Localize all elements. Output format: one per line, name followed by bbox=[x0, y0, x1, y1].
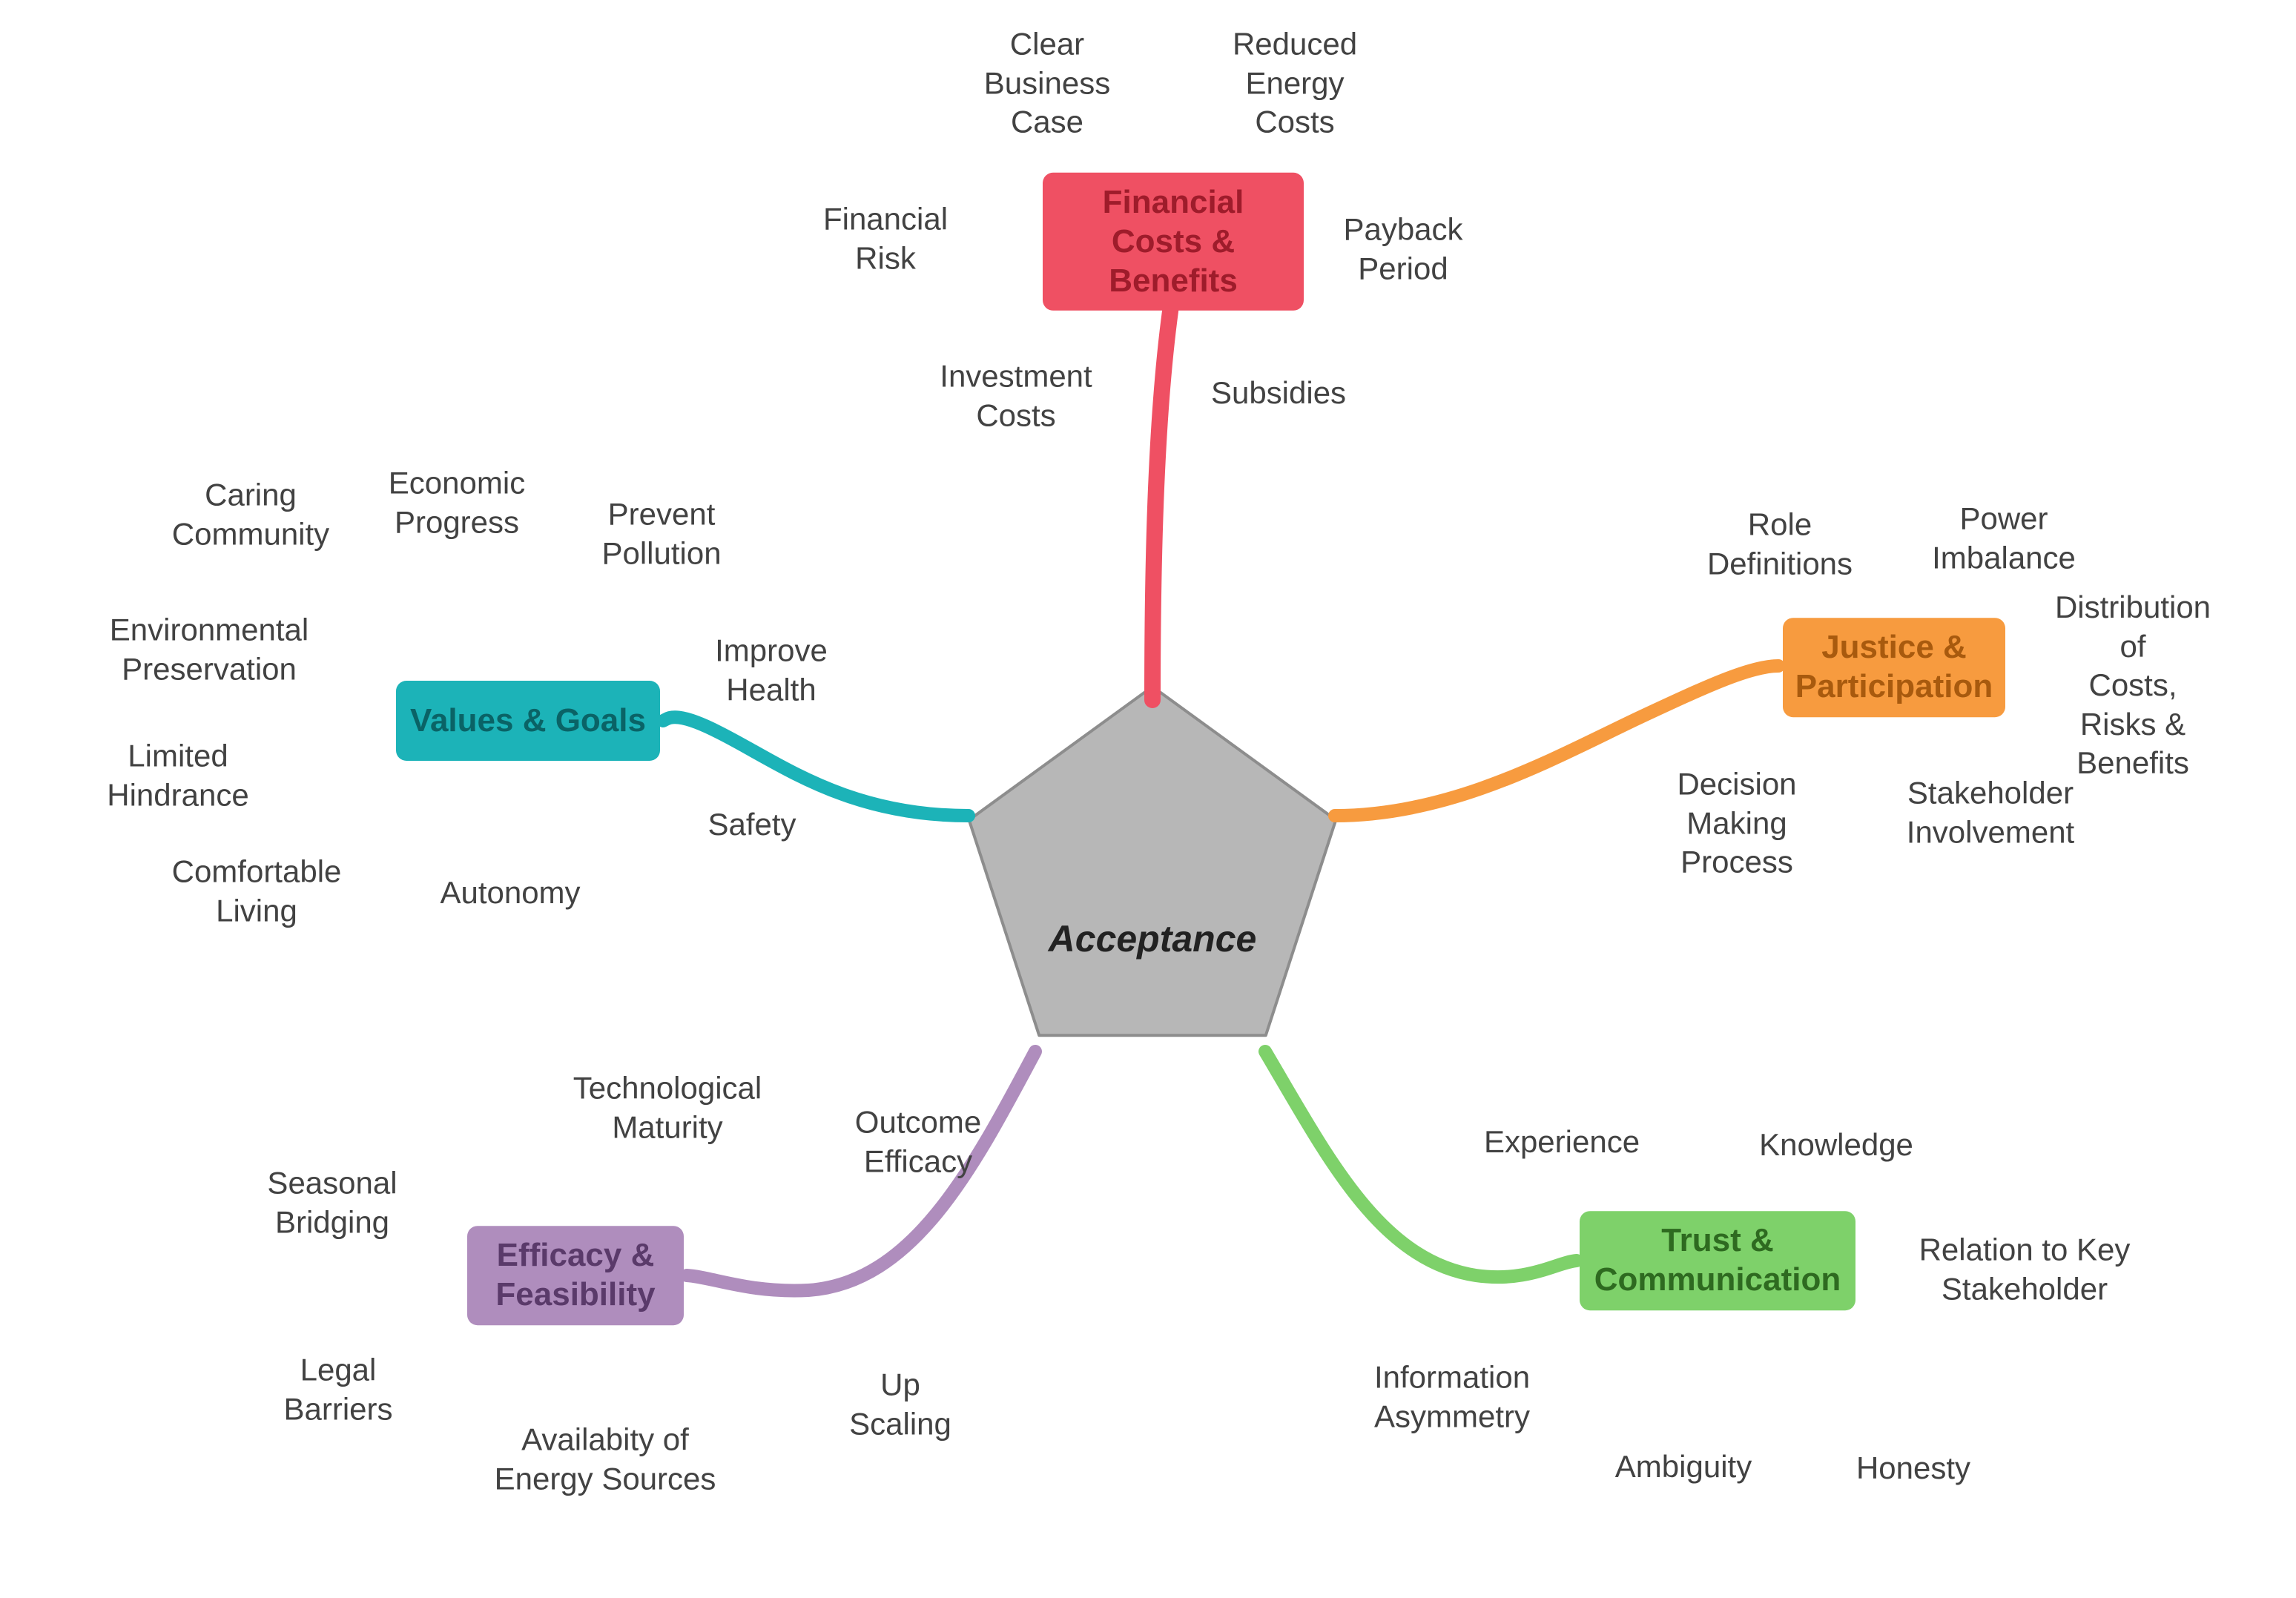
branch-label-efficacy: Efficacy & Feasibility bbox=[481, 1236, 670, 1315]
diagram-canvas: Acceptance Financial Costs & Benefits Clea… bbox=[0, 0, 2296, 1598]
branch-justice-item: Power Imbalance bbox=[1932, 500, 2076, 578]
branch-financial-item: Investment Costs bbox=[940, 357, 1092, 435]
branch-label-values: Values & Goals bbox=[410, 701, 646, 741]
center-label: Acceptance bbox=[1049, 917, 1257, 960]
branch-label-financial: Financial Costs & Benefits bbox=[1056, 183, 1290, 300]
branch-financial-item: Subsidies bbox=[1211, 374, 1346, 413]
branch-values-item: Limited Hindrance bbox=[107, 737, 248, 815]
branch-financial-item: Financial Risk bbox=[823, 200, 948, 278]
branch-trust-item: Information Asymmetry bbox=[1374, 1358, 1530, 1436]
connector-financial bbox=[1152, 291, 1173, 700]
branch-efficacy-item: Seasonal Bridging bbox=[267, 1164, 397, 1242]
branch-label-trust: Trust & Communication bbox=[1593, 1221, 1842, 1300]
branch-values-item: Autonomy bbox=[440, 874, 580, 913]
branch-trust-item: Knowledge bbox=[1759, 1126, 1913, 1165]
branch-box-trust: Trust & Communication bbox=[1580, 1211, 1855, 1310]
branch-efficacy-item: Legal Barriers bbox=[283, 1351, 392, 1429]
branch-efficacy-item: Outcome Efficacy bbox=[855, 1103, 981, 1181]
connector-efficacy bbox=[687, 1051, 1035, 1290]
branch-values-item: Environmental Preservation bbox=[110, 611, 309, 689]
branch-values-item: Improve Health bbox=[715, 632, 828, 710]
branch-box-values: Values & Goals bbox=[396, 681, 660, 761]
branch-efficacy-item: Up Scaling bbox=[849, 1366, 951, 1444]
branch-box-financial: Financial Costs & Benefits bbox=[1043, 173, 1304, 311]
branch-efficacy-item: Technological Maturity bbox=[573, 1069, 762, 1147]
branch-efficacy-item: Availabity of Energy Sources bbox=[495, 1421, 716, 1499]
center-pentagon bbox=[969, 687, 1336, 1035]
branch-values-item: Safety bbox=[707, 805, 796, 845]
connector-justice bbox=[1335, 666, 1778, 816]
branch-financial-item: Clear Business Case bbox=[984, 24, 1110, 142]
branch-label-justice: Justice & Participation bbox=[1795, 628, 1993, 707]
branch-values-item: Caring Community bbox=[172, 476, 329, 554]
branch-trust-item: Experience bbox=[1484, 1123, 1640, 1162]
branch-trust-item: Relation to Key Stakeholder bbox=[1919, 1231, 2131, 1309]
branch-values-item: Comfortable Living bbox=[172, 853, 342, 931]
branch-box-efficacy: Efficacy & Feasibility bbox=[467, 1226, 684, 1325]
branch-justice-item: Role Definitions bbox=[1707, 506, 1853, 584]
branch-values-item: Economic Progress bbox=[389, 464, 525, 542]
branch-values-item: Prevent Pollution bbox=[601, 495, 721, 573]
connector-values bbox=[663, 717, 969, 816]
branch-financial-item: Reduced Energy Costs bbox=[1233, 24, 1357, 142]
branch-box-justice: Justice & Participation bbox=[1783, 618, 2005, 717]
branch-trust-item: Honesty bbox=[1856, 1449, 1970, 1488]
branch-justice-item: Stakeholder Involvement bbox=[1907, 774, 2074, 852]
branch-trust-item: Ambiguity bbox=[1615, 1447, 1752, 1487]
branch-financial-item: Payback Period bbox=[1343, 211, 1462, 288]
branch-justice-item: Distribution of Costs, Risks & Benefits bbox=[2051, 588, 2214, 783]
connector-trust bbox=[1265, 1051, 1577, 1277]
branch-justice-item: Decision Making Process bbox=[1677, 765, 1796, 882]
